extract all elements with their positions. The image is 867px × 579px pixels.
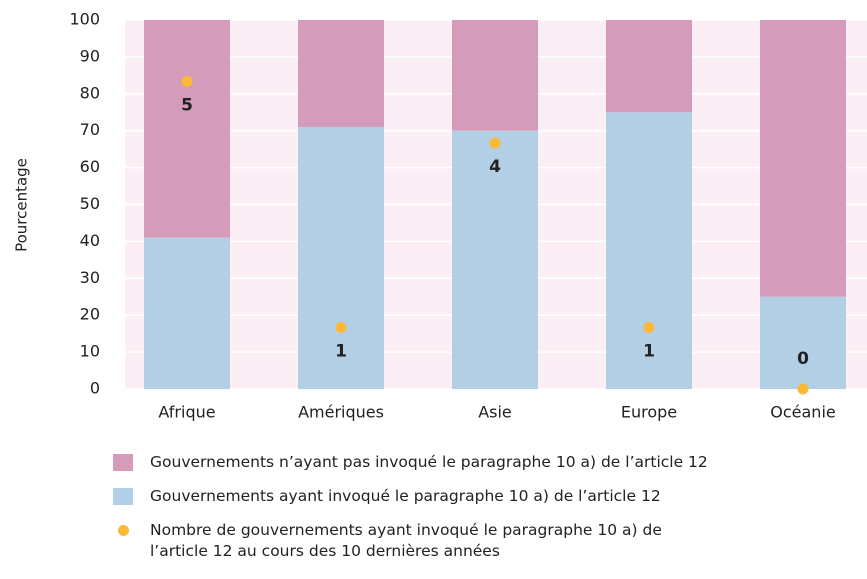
y-tick-label: 50 xyxy=(80,194,100,213)
legend: Gouvernements n’ayant pas invoqué le par… xyxy=(113,452,710,575)
count-dot xyxy=(643,322,655,333)
y-tick-label: 90 xyxy=(80,46,100,65)
bar-segment xyxy=(452,20,538,131)
legend-item: Gouvernements ayant invoqué le paragraph… xyxy=(113,486,710,507)
x-tick-label: Europe xyxy=(621,403,677,422)
x-tick-label: Asie xyxy=(478,403,512,422)
legend-text: Gouvernements n’ayant pas invoqué le par… xyxy=(150,453,708,471)
bar-segment xyxy=(452,130,538,389)
data-label: 1 xyxy=(643,342,655,362)
data-label: 0 xyxy=(797,349,809,369)
bar-segment xyxy=(298,20,384,128)
y-tick-label: 80 xyxy=(80,83,100,102)
data-label: 1 xyxy=(335,342,347,362)
legend-swatch xyxy=(118,525,129,536)
count-dot xyxy=(797,383,809,395)
legend-text: Gouvernements ayant invoqué le paragraph… xyxy=(150,487,661,505)
data-label: 5 xyxy=(181,96,193,116)
y-tick-label: 30 xyxy=(80,268,100,287)
y-tick-label: 40 xyxy=(80,231,100,250)
chart: Pourcentage 0102030405060708090100Afriqu… xyxy=(13,10,867,422)
bar-segment xyxy=(760,296,846,389)
legend-swatch xyxy=(113,488,133,505)
bar-segment xyxy=(298,127,384,389)
count-dot xyxy=(489,137,501,149)
y-tick-label: 0 xyxy=(90,379,100,398)
count-dot xyxy=(335,322,347,333)
bar-segment xyxy=(144,20,230,238)
y-tick-label: 100 xyxy=(69,10,100,29)
bar-segment xyxy=(144,237,230,389)
data-label: 4 xyxy=(489,157,501,177)
x-tick-label: Océanie xyxy=(770,403,835,422)
x-tick-label: Afrique xyxy=(158,403,215,422)
bar-segment xyxy=(606,112,692,389)
y-tick-label: 70 xyxy=(80,120,100,139)
legend-item: Gouvernements n’ayant pas invoqué le par… xyxy=(113,452,710,473)
y-tick-label: 60 xyxy=(80,157,100,176)
legend-item: Nombre de gouvernements ayant invoqué le… xyxy=(113,520,710,562)
bar-segment xyxy=(606,20,692,113)
y-tick-label: 20 xyxy=(80,305,100,324)
y-tick-label: 10 xyxy=(80,342,100,361)
y-axis-label: Pourcentage xyxy=(13,158,31,252)
bar-segment xyxy=(760,20,846,297)
count-dot xyxy=(181,76,193,87)
x-tick-label: Amériques xyxy=(298,403,384,422)
legend-swatch xyxy=(113,454,133,471)
legend-text: Nombre de gouvernements ayant invoqué le… xyxy=(150,521,662,560)
